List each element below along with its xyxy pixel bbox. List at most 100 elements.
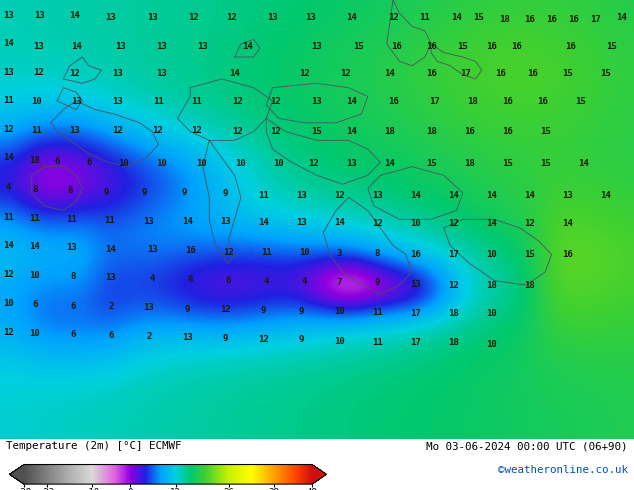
Text: 16: 16 [502, 97, 512, 106]
Text: 9: 9 [104, 188, 109, 196]
Text: 9: 9 [375, 278, 380, 287]
Text: 8: 8 [32, 185, 37, 194]
Text: 17: 17 [410, 339, 420, 347]
Text: 10: 10 [410, 219, 420, 228]
Text: 14: 14 [562, 219, 573, 228]
Text: 10: 10 [32, 97, 42, 106]
Text: 12: 12 [524, 219, 534, 228]
Text: 18: 18 [464, 159, 474, 168]
Text: 9: 9 [184, 305, 190, 314]
Text: 18: 18 [524, 281, 534, 290]
Text: 13: 13 [296, 218, 306, 227]
Text: 13: 13 [157, 69, 167, 78]
Text: 14: 14 [616, 13, 626, 22]
Text: 13: 13 [144, 217, 154, 226]
Text: 4: 4 [264, 277, 269, 286]
Text: 12: 12 [271, 97, 281, 106]
Text: 4: 4 [150, 274, 155, 283]
Text: 14: 14 [385, 69, 395, 78]
Text: 16: 16 [562, 250, 573, 259]
Text: 8: 8 [375, 249, 380, 258]
Text: 15: 15 [600, 69, 611, 78]
Text: 10: 10 [334, 337, 344, 345]
Text: 14: 14 [578, 159, 588, 168]
Text: 17: 17 [461, 69, 471, 78]
Text: 13: 13 [268, 13, 278, 22]
Text: 14: 14 [524, 191, 534, 199]
Text: 16: 16 [464, 127, 474, 136]
Text: 14: 14 [347, 13, 357, 22]
Text: 10: 10 [334, 307, 344, 316]
Text: 12: 12 [271, 127, 281, 136]
Text: 9: 9 [142, 189, 147, 197]
Text: 10: 10 [3, 299, 13, 308]
Text: 16: 16 [486, 42, 496, 50]
Text: 16: 16 [547, 15, 557, 24]
Text: 14: 14 [486, 219, 496, 228]
Text: 15: 15 [575, 97, 585, 106]
Text: 12: 12 [258, 335, 268, 344]
Text: 16: 16 [524, 15, 534, 24]
Text: 14: 14 [230, 69, 240, 78]
Text: 10: 10 [30, 329, 40, 338]
Text: 13: 13 [220, 217, 230, 226]
Text: 13: 13 [33, 42, 43, 50]
Text: 15: 15 [540, 159, 550, 168]
Text: 12: 12 [70, 69, 80, 78]
Text: 15: 15 [502, 159, 512, 168]
Text: 12: 12 [226, 13, 236, 22]
Text: 11: 11 [261, 247, 271, 257]
Text: 13: 13 [112, 69, 122, 78]
Text: 14: 14 [410, 191, 420, 199]
Text: 18: 18 [426, 127, 436, 136]
Text: 6: 6 [108, 331, 113, 340]
Text: 15: 15 [312, 127, 322, 136]
Text: 15: 15 [562, 69, 573, 78]
Text: 12: 12 [220, 305, 230, 314]
Text: 13: 13 [147, 245, 157, 254]
Text: 2: 2 [108, 302, 113, 312]
Text: 12: 12 [188, 13, 198, 22]
Text: 14: 14 [385, 159, 395, 168]
Text: 14: 14 [30, 242, 40, 251]
Text: 12: 12 [372, 219, 382, 228]
Text: 11: 11 [66, 215, 76, 224]
Text: 14: 14 [70, 11, 80, 20]
Text: 17: 17 [591, 15, 601, 24]
Text: 9: 9 [261, 306, 266, 315]
Text: 13: 13 [106, 13, 116, 22]
Text: 18: 18 [467, 97, 477, 106]
Text: 11: 11 [32, 126, 42, 135]
Text: 12: 12 [334, 191, 344, 199]
Text: 12: 12 [448, 219, 458, 228]
Text: 13: 13 [312, 42, 322, 50]
Text: 9: 9 [299, 307, 304, 316]
Text: 9: 9 [299, 335, 304, 344]
Text: 12: 12 [309, 159, 319, 168]
Text: 14: 14 [347, 97, 357, 106]
Text: 14: 14 [71, 42, 81, 50]
Text: 14: 14 [451, 13, 462, 22]
Text: 16: 16 [426, 42, 436, 50]
Text: 12: 12 [233, 127, 243, 136]
Text: 15: 15 [426, 159, 436, 168]
Text: 13: 13 [3, 11, 13, 20]
Text: 12: 12 [448, 281, 458, 290]
Text: 12: 12 [3, 270, 13, 279]
Text: 9: 9 [223, 189, 228, 198]
Text: 12: 12 [33, 68, 43, 77]
Text: 10: 10 [274, 159, 284, 168]
Text: 11: 11 [153, 97, 164, 106]
Text: 12: 12 [191, 126, 202, 135]
Text: 6: 6 [55, 157, 60, 166]
Text: 11: 11 [3, 97, 13, 105]
Text: 14: 14 [3, 153, 13, 162]
Text: 18: 18 [30, 155, 40, 165]
Text: 10: 10 [30, 271, 40, 280]
Text: ©weatheronline.co.uk: ©weatheronline.co.uk [498, 466, 628, 475]
Text: 10: 10 [197, 159, 207, 168]
Text: 10: 10 [486, 309, 496, 318]
Text: 15: 15 [353, 42, 363, 50]
Text: 11: 11 [30, 214, 40, 223]
Text: 13: 13 [312, 97, 322, 106]
